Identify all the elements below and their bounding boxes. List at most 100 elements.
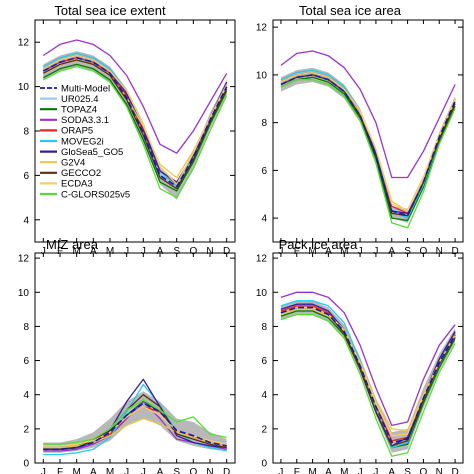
x-tick-label: M [340,467,348,474]
series-line-soda3-3-1 [42,39,228,154]
x-tick-label: A [90,467,97,474]
series-line-c-glors025v5 [42,65,228,199]
x-tick-label: M [72,246,80,257]
series-line-c-glors025v5 [280,79,456,229]
series-line-orap5 [280,305,456,442]
spread-band [280,300,456,453]
x-tick-label: M [106,467,114,474]
legend-label: ECDA3 [61,179,93,190]
x-tick-label: N [206,246,213,257]
series-line-glosea5-go5 [280,303,456,447]
x-tick-label: F [294,246,300,257]
legend-label: GloSea5_GO5 [61,147,123,158]
series-line-g2v4 [43,417,227,449]
y-tick-label: 4 [23,215,29,226]
x-tick-label: A [325,467,332,474]
y-tick-label: 12 [18,38,30,49]
series-line-gecco2 [42,59,228,190]
x-tick-label: O [420,467,428,474]
y-tick-label: 6 [261,356,267,367]
y-tick-label: 8 [261,118,267,129]
x-tick-label: N [436,246,443,257]
x-tick-label: A [157,467,164,474]
y-tick-label: 10 [18,288,30,299]
y-tick-label: 4 [261,214,267,225]
x-tick-label: J [278,467,283,474]
x-tick-label: O [189,467,197,474]
y-tick-label: 10 [256,288,268,299]
x-tick-label: J [358,246,363,257]
x-tick-label: J [41,467,46,474]
y-tick-label: 8 [23,127,29,138]
x-tick-label: S [404,467,411,474]
panel-miz-area: J F M A M J J A S O N D 0 2 4 6 8 10 12 [18,252,236,474]
x-tick-label: J [41,246,46,257]
series-line-multi-model [280,74,456,217]
legend-label: SODA3.3.1 [61,115,109,126]
y-tick-label: 8 [261,322,267,333]
y-tick-label: 4 [23,390,29,401]
x-tick-label: O [189,246,197,257]
legend-label: UR025.4 [61,94,99,105]
y-tick-label: 8 [23,322,29,333]
spread-band [43,51,227,200]
y-tick-label: 12 [256,254,268,265]
series-line-topaz4 [280,76,456,222]
panel-pack-ice-area: J F M A M J J A S O N D 0 2 4 6 8 10 12 [256,252,464,474]
y-tick-label: 12 [256,23,268,34]
x-tick-label: J [141,467,146,474]
panel-title-0: Total sea ice extent [54,3,166,18]
legend-label: MOVEG2i [61,136,104,147]
x-tick-label: J [141,246,146,257]
plot-frame [272,252,464,464]
x-tick-label: J [358,467,363,474]
x-tick-label: S [173,467,180,474]
x-tick-label: A [157,246,164,257]
x-tick-label: N [436,467,443,474]
x-tick-label: J [124,246,129,257]
x-tick-label: N [206,467,213,474]
y-tick-label: 10 [18,82,30,93]
panel-title-3: Pack ice area [279,237,359,252]
series-line-ecda3 [43,406,227,447]
x-tick-label: M [308,467,316,474]
x-tick-label: J [373,467,378,474]
plot-frame [34,252,236,464]
panel-title-2: MIZ area [46,237,99,252]
legend-label: GECCO2 [61,168,101,179]
series-line-multi-model [43,402,227,451]
series-line-ecda3 [280,71,456,212]
x-tick-label: F [57,467,63,474]
series-line-moveg2i [280,69,456,219]
y-tick-label: 2 [23,424,29,435]
x-tick-label: F [57,246,63,257]
y-tick-label: 10 [256,70,268,81]
series-line-moveg2i [280,300,456,449]
plot-frame [272,19,464,243]
y-tick-label: 2 [261,424,267,435]
x-tick-label: M [106,246,114,257]
spread-band [280,67,456,223]
legend-label: G2V4 [61,158,85,169]
y-tick-label: 0 [23,459,29,470]
x-tick-label: J [278,246,283,257]
x-tick-label: M [308,246,316,257]
x-tick-label: J [373,246,378,257]
y-tick-label: 12 [18,254,30,265]
series-line-topaz4 [42,63,228,192]
legend-label: C-GLORS025v5 [61,189,130,200]
x-tick-label: A [325,246,332,257]
y-tick-label: 6 [23,356,29,367]
series-line-ecda3 [280,306,456,437]
series-line-soda3-3-1 [280,50,456,179]
series-line-gecco2 [280,74,456,217]
x-tick-label: D [451,246,458,257]
x-tick-label: A [90,246,97,257]
legend-label: TOPAZ4 [61,105,97,116]
series-line-multi-model [280,306,456,444]
y-tick-label: 4 [261,390,267,401]
x-tick-label: J [124,467,129,474]
y-tick-label: 6 [23,171,29,182]
